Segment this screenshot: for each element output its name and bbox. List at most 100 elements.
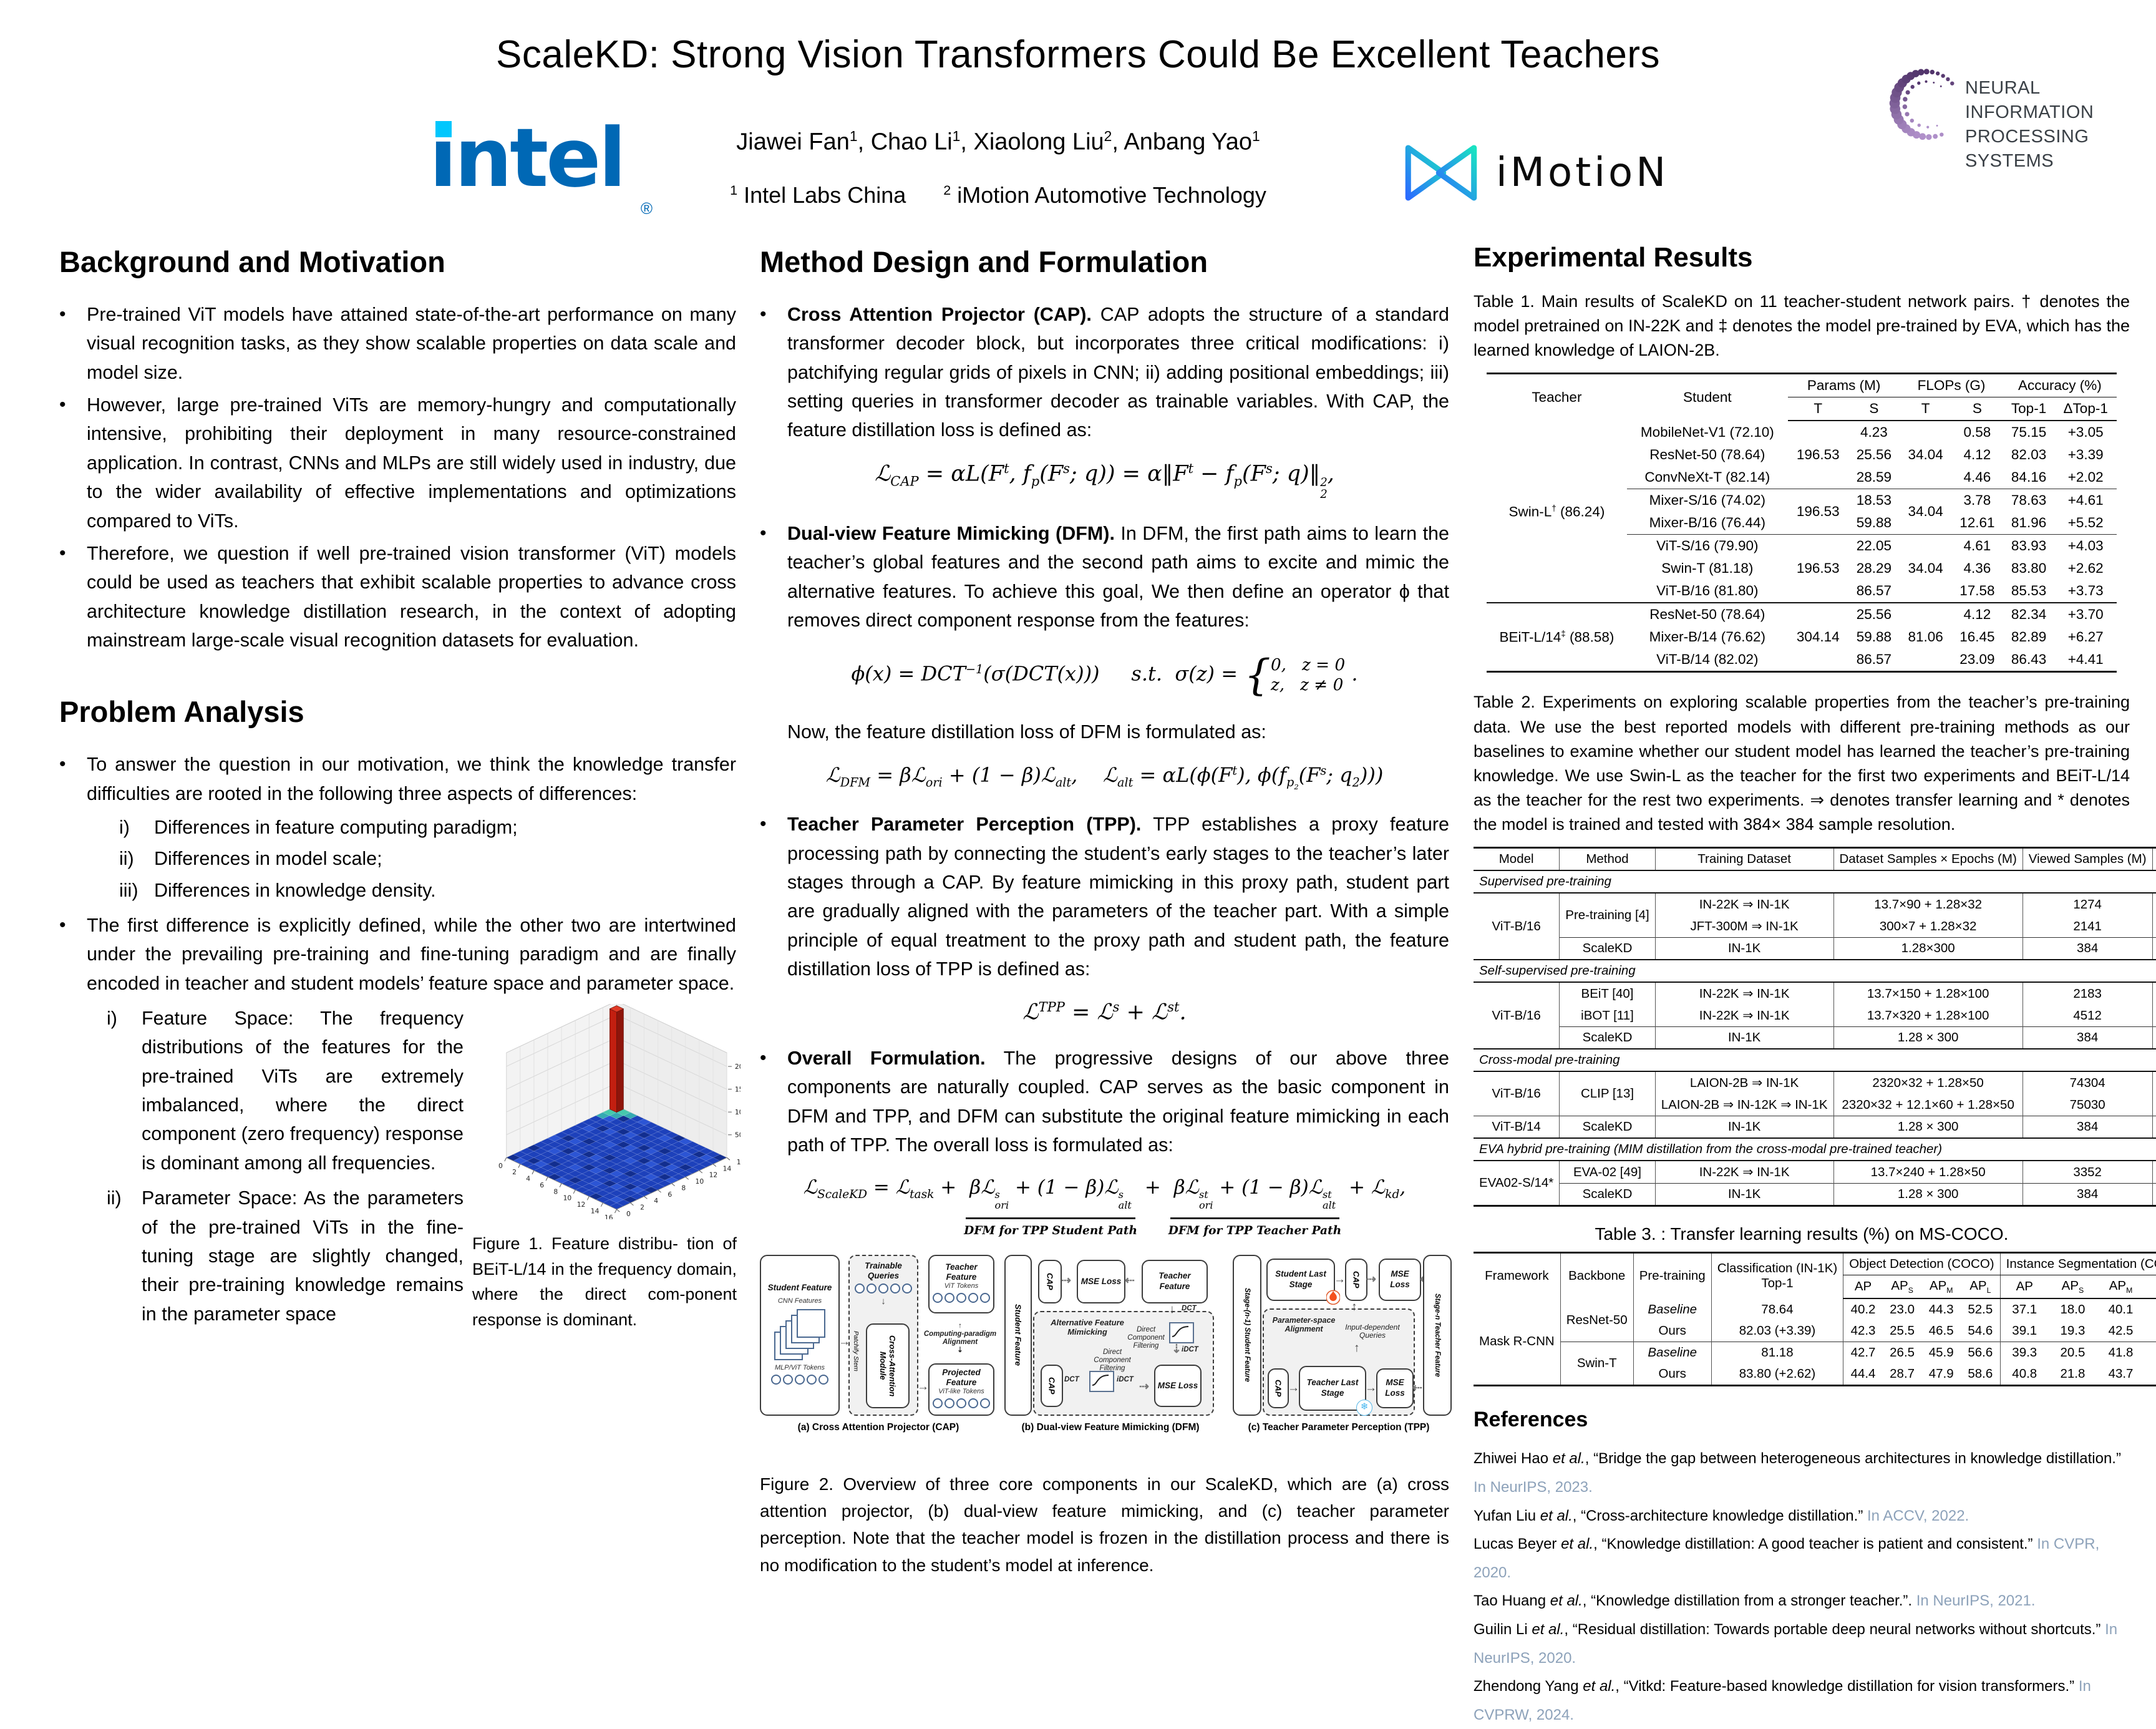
table-cell: 81.96 <box>2011 515 2047 531</box>
table-cell: ViT-S/16 (79.90) <box>1626 534 1788 558</box>
table-cell: 54.9 <box>2145 1298 2156 1320</box>
table-cell: 59.88 <box>1856 629 1892 645</box>
teacher-feature-box: Teacher Feature ViT Tokens <box>928 1254 994 1313</box>
reference-item: Yufan Liu et al., “Cross-architecture kn… <box>1474 1507 1969 1524</box>
table-cell: 4.61 <box>1951 534 2003 558</box>
venue-link[interactable]: In ACCV, 2022. <box>1867 1507 1969 1524</box>
table-cell: ScaleKD <box>1559 1183 1656 1206</box>
table-row: EVA hybrid pre-training (MIM distillatio… <box>1474 1137 2156 1162</box>
table-cell: 2320×32 + 12.1×60 + 1.28×50 <box>1833 1094 2023 1116</box>
arrow-right-dashed-icon: ⇢ <box>1139 1380 1149 1393</box>
figure1: 0 2 4 6 8 10 12 14 16 0 2 4 6 8 10 12 14 16 500 1000 1500 200… <box>464 1000 752 1335</box>
table-cell: JFT-300M ⇒ IN-1K <box>1654 915 1833 938</box>
table-cell: 47.9 <box>1928 1366 1954 1381</box>
table-3-transfer-learning: Framework Backbone Pre-training Classificat… <box>1474 1252 2156 1387</box>
table-row: EVA02-S/14* EVA-02 [49] IN-22K ⇒ IN-1K 13.7… <box>1474 1161 2156 1190</box>
table-row: Mixer-B/14 (76.62) 59.88 16.45 82.89 +6.27 <box>1487 626 2117 648</box>
table-cell: +4.03 <box>2054 534 2117 558</box>
table-cell: 84.16 <box>2011 469 2047 485</box>
table-cell: ResNet-50 <box>1560 1298 1634 1342</box>
table-cell: ScaleKD <box>1559 1116 1656 1139</box>
figure2: Student Feature CNN Features MLP/ViT Tok… <box>760 1249 1452 1454</box>
arrow-right-dashed-icon: ⇢ <box>1061 1274 1071 1287</box>
svg-text:2: 2 <box>640 1204 644 1212</box>
table-row: ViT-B/14 (82.02) 86.57 23.09 86.43 +4.41 <box>1487 648 2117 672</box>
table-cell: 40.8 <box>1999 1363 2049 1386</box>
svg-text:14: 14 <box>591 1207 600 1215</box>
table-cell: 39.1 <box>1999 1320 2049 1342</box>
table-row: ViT-B/16 BEiT [40] IN-22K ⇒ IN-1K 13.7×150 … <box>1474 982 2156 1023</box>
venue-link[interactable]: In NeurIPS, 2021. <box>1916 1592 2036 1610</box>
svg-text:10: 10 <box>563 1194 572 1202</box>
table-cell: 59.8 <box>2145 1363 2156 1386</box>
svg-text:16: 16 <box>605 1214 613 1219</box>
heading-problem-analysis: Problem Analysis <box>59 695 304 729</box>
table-cell: Supervised pre-training <box>1474 870 2156 894</box>
table-cell: 43.7 <box>2108 1366 2134 1381</box>
table-cell: 75030 <box>2022 1094 2153 1116</box>
table-cell: 4512 <box>2022 1005 2153 1027</box>
table-cell: 34.04 <box>1900 489 1951 535</box>
figure2a-caption: (a) Cross Attention Projector (CAP) <box>797 1421 959 1433</box>
arrow-right-icon: → <box>917 1380 929 1393</box>
table-cell: 56.6 <box>1960 1342 2001 1364</box>
arrow-right-icon: → <box>1334 1272 1346 1286</box>
table-header-cell: Teacher <box>1532 389 1582 406</box>
alt-mimicking-label: Alternative Feature Mimicking <box>1051 1317 1124 1337</box>
table-row: Cross-modal pre-training <box>1474 1048 2156 1073</box>
bullet-item: • Therefore, we question if well pre-tra… <box>59 542 736 651</box>
table-cell: 25.56 <box>1856 447 1892 463</box>
dfm-loss-intro: Now, the feature distillation loss of DF… <box>787 721 1266 743</box>
idct-label: iDCT <box>1117 1375 1134 1383</box>
table2-caption: Table 2. Experiments on exploring scalab… <box>1474 693 2130 834</box>
table-cell: 13.7×90 + 1.28×32 <box>1833 893 2023 916</box>
table-row: Swin-T Baseline 81.18 42.7 26.5 45.9 56.6 39.3 2… <box>1474 1342 2156 1386</box>
table-cell: 85.80 <box>2152 1161 2156 1184</box>
neurips-logo: NEURAL INFORMATION PROCESSING SYSTEMS <box>1872 39 2146 188</box>
cross-attention-module-box: Cross-Attention Module <box>866 1323 910 1408</box>
table-cell: 1.28 × 300 <box>1833 1026 2023 1050</box>
stage-n1-student-feature-box: Stage-(n-1) Student Feature <box>1233 1254 1261 1416</box>
table-row: Supervised pre-training <box>1474 870 2156 894</box>
table-cell: +4.41 <box>2067 651 2104 668</box>
formula-cap-loss: ℒCAP = αL(Ft, fp(Fs; q)) = α‖Ft − fp(Fs;… <box>875 460 1334 501</box>
table-cell: IN-22K ⇒ IN-1K <box>1654 1161 1833 1184</box>
venue-link[interactable]: In NeurIPS, 2023. <box>1474 1478 1593 1496</box>
table-cell: 4.12 <box>1963 447 1991 463</box>
dc-filtering-label: Direct Component Filtering <box>1094 1348 1131 1373</box>
table-header-cell: AP <box>1843 1275 1883 1300</box>
table-cell: 82.34 <box>2003 602 2055 626</box>
table-cell: 4.23 <box>1860 424 1888 441</box>
table-cell: 86.57 <box>1856 651 1892 668</box>
table-cell: 44.3 <box>1928 1302 1954 1317</box>
mse-loss-box: MSE Loss <box>1379 1258 1421 1301</box>
table-cell: 304.14 <box>1787 602 1848 672</box>
svg-text:0: 0 <box>498 1162 503 1170</box>
table-cell: 83.80 <box>2011 560 2047 577</box>
param-align-label: Parameter-space Alignment <box>1272 1315 1336 1333</box>
table-row: LAION-2B ⇒ IN-12K ⇒ IN-1K 2320×32 + 12.1×… <box>1474 1094 2156 1116</box>
table-cell: EVA-02 [49] <box>1559 1161 1656 1184</box>
table-cell: 41.8 <box>2096 1342 2145 1364</box>
imotion-mark-icon <box>1405 145 1477 201</box>
table-cell: 39.3 <box>1999 1342 2049 1364</box>
table-cell: 54.6 <box>1968 1323 1993 1338</box>
table-cell: IN-1K <box>1654 1026 1833 1050</box>
cap-box: CAP <box>1345 1258 1367 1301</box>
figure1-caption: Figure 1. Feature distribu- tion of BEiT… <box>472 1234 737 1329</box>
table-cell: LAION-2B ⇒ IN-12K ⇒ IN-1K <box>1654 1094 1833 1116</box>
table-header-cell: Pre-training <box>1633 1252 1712 1299</box>
arrow-down-dashed-icon: ⇣ <box>1172 1342 1182 1356</box>
table-cell: 83.97 <box>2152 893 2156 916</box>
table-cell: Cross-modal pre-training <box>1474 1048 2156 1073</box>
heading-method-design: Method Design and Formulation <box>760 245 1208 278</box>
table-cell: 78.64 <box>1711 1298 1843 1321</box>
arrow-right-icon: → <box>1365 1381 1377 1395</box>
table-cell: ScaleKD <box>1559 937 1656 960</box>
heading-references: References <box>1474 1408 1588 1432</box>
table-cell: ViT-B/16 <box>1492 1086 1541 1101</box>
student-last-stage-box: Student Last Stage <box>1266 1258 1340 1305</box>
arrow-down-dashed-icon: ⇣ <box>957 1347 963 1355</box>
table-cell: 3352 <box>2022 1161 2153 1184</box>
